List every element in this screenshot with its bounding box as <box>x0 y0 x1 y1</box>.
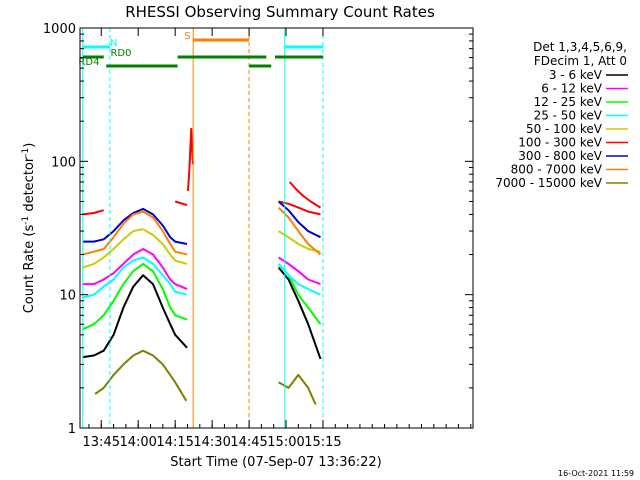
y-axis: 1 10 100 1000 <box>43 22 473 437</box>
x-tick-label: 14:45 <box>230 435 267 450</box>
flag-bars-group: N S RD0 RD4 <box>78 31 323 68</box>
x-tick-label: 15:00 <box>267 435 304 450</box>
y-axis-label-part: ) <box>22 143 37 148</box>
series-line <box>82 207 188 245</box>
flag-label: S <box>184 31 190 42</box>
y-tick-label: 10 <box>59 289 76 304</box>
legend-entry-label: 800 - 7000 keV <box>511 163 603 177</box>
legend-entry-label: 50 - 100 keV <box>526 122 603 136</box>
flag-label: RD4 <box>78 57 99 68</box>
vertical-markers-group <box>82 28 324 428</box>
footer-date: 16-Oct-2021 11:59 <box>558 469 634 478</box>
series-line <box>187 127 194 191</box>
series-line <box>82 274 188 359</box>
y-axis-label-sup: -1 <box>21 216 31 225</box>
legend-entry-label: 25 - 50 keV <box>534 109 603 123</box>
legend-entry-label: 7000 - 15000 keV <box>495 176 602 190</box>
x-tick-label: 14:00 <box>119 435 156 450</box>
x-tick-label: 13:45 <box>83 435 120 450</box>
series-line <box>82 256 188 299</box>
series-line <box>174 200 188 207</box>
legend-entry-label: 6 - 12 keV <box>541 82 603 96</box>
series-line <box>82 248 188 291</box>
legend-header-line: FDecim 1, Att 0 <box>534 54 627 68</box>
chart-title: RHESSI Observing Summary Count Rates <box>125 3 435 21</box>
plot-frame <box>79 27 474 429</box>
flag-label: RD0 <box>110 48 131 59</box>
y-tick-label: 1000 <box>43 22 76 37</box>
y-axis-label: Count Rate (s-1 detector-1) <box>21 143 37 314</box>
x-axis-label: Start Time (07-Sep-07 13:36:22) <box>170 455 381 470</box>
y-axis-label-sup: -1 <box>21 148 31 157</box>
y-axis-label-part: Count Rate (s <box>22 225 37 314</box>
y-tick-label: 1 <box>68 422 76 437</box>
series-line <box>82 262 188 331</box>
series-line <box>82 228 188 269</box>
y-axis-label-part: detector <box>22 156 37 216</box>
legend-entry-label: 12 - 25 keV <box>534 95 603 109</box>
series-line <box>288 181 322 209</box>
legend-entry-label: 300 - 800 keV <box>518 149 602 163</box>
x-tick-label: 14:15 <box>156 435 193 450</box>
legend-entry-label: 3 - 6 keV <box>549 68 603 82</box>
series-line <box>82 210 188 256</box>
legend-entry-label: 100 - 300 keV <box>518 136 602 150</box>
y-tick-label: 100 <box>51 155 76 170</box>
x-tick-label: 14:30 <box>193 435 230 450</box>
flag-label: N <box>110 38 117 49</box>
legend-header-line: Det 1,3,4,5,6,9, <box>533 40 627 54</box>
x-tick-label: 15:15 <box>304 435 341 450</box>
x-axis: 13:45 14:00 14:15 14:30 14:45 15:00 15:15 <box>83 28 472 450</box>
series-line <box>82 209 104 216</box>
